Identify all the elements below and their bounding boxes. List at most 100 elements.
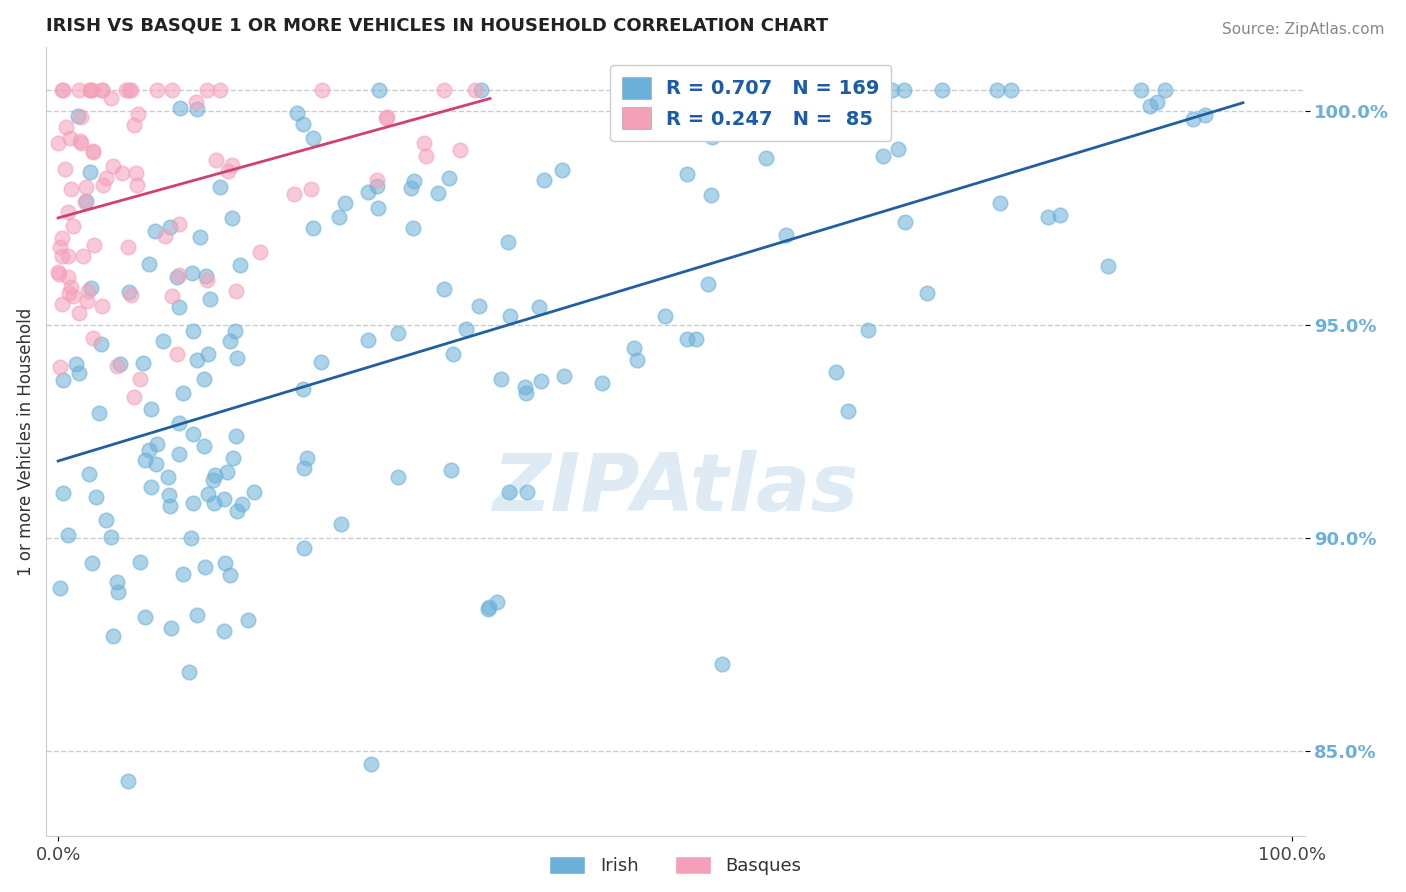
Point: [553, 369, 575, 384]
Point: [212, 624, 235, 638]
Point: [87, 406, 110, 420]
Point: [454, 322, 477, 336]
Point: [550, 163, 572, 178]
Point: [231, 497, 253, 511]
Point: [67, 83, 90, 97]
Point: [356, 333, 378, 347]
Point: [209, 83, 232, 97]
Point: [166, 347, 188, 361]
Point: [84, 490, 107, 504]
Point: [132, 356, 155, 370]
Point: [441, 347, 464, 361]
Point: [499, 310, 522, 324]
Point: [193, 372, 215, 386]
Point: [153, 229, 176, 244]
Point: [527, 300, 550, 314]
Point: [225, 429, 247, 443]
Point: [894, 215, 917, 229]
Point: [1097, 259, 1119, 273]
Point: [413, 136, 436, 151]
Point: [48, 265, 70, 279]
Point: [190, 230, 212, 244]
Point: [82, 144, 104, 158]
Point: [180, 531, 202, 545]
Point: [157, 488, 180, 502]
Point: [214, 556, 236, 570]
Point: [91, 83, 114, 97]
Point: [515, 386, 537, 401]
Point: [117, 774, 139, 789]
Point: [94, 512, 117, 526]
Point: [654, 309, 676, 323]
Point: [513, 380, 536, 394]
Point: [134, 453, 156, 467]
Text: Source: ZipAtlas.com: Source: ZipAtlas.com: [1222, 22, 1385, 37]
Point: [1049, 208, 1071, 222]
Point: [249, 245, 271, 260]
Point: [181, 324, 204, 338]
Point: [107, 359, 129, 374]
Point: [228, 259, 250, 273]
Point: [167, 217, 190, 231]
Point: [162, 83, 184, 97]
Point: [48, 267, 70, 281]
Point: [76, 285, 98, 299]
Point: [399, 181, 422, 195]
Point: [367, 202, 389, 216]
Point: [375, 111, 398, 125]
Point: [59, 131, 82, 145]
Point: [107, 585, 129, 599]
Point: [128, 555, 150, 569]
Point: [62, 289, 84, 303]
Point: [357, 185, 380, 199]
Point: [496, 235, 519, 249]
Point: [498, 484, 520, 499]
Point: [67, 306, 90, 320]
Point: [415, 149, 437, 163]
Point: [66, 109, 89, 123]
Point: [219, 568, 242, 582]
Point: [1181, 112, 1204, 126]
Point: [374, 111, 396, 125]
Point: [295, 451, 318, 466]
Point: [80, 83, 103, 97]
Point: [127, 106, 149, 120]
Point: [330, 517, 353, 532]
Point: [197, 347, 219, 361]
Point: [65, 357, 87, 371]
Point: [56, 269, 79, 284]
Point: [100, 529, 122, 543]
Point: [172, 385, 194, 400]
Point: [676, 167, 699, 181]
Point: [868, 83, 890, 97]
Point: [134, 610, 156, 624]
Point: [118, 83, 141, 97]
Point: [125, 178, 148, 192]
Point: [221, 451, 243, 466]
Point: [53, 161, 76, 176]
Point: [122, 118, 145, 132]
Point: [311, 355, 333, 369]
Point: [160, 621, 183, 635]
Point: [82, 145, 104, 160]
Point: [291, 382, 314, 396]
Text: ZIPAtlas: ZIPAtlas: [492, 450, 858, 528]
Point: [75, 194, 97, 209]
Point: [159, 219, 181, 234]
Point: [225, 504, 247, 518]
Point: [105, 575, 128, 590]
Point: [775, 228, 797, 243]
Point: [125, 166, 148, 180]
Legend: Irish, Basques: Irish, Basques: [543, 848, 808, 882]
Point: [402, 221, 425, 235]
Point: [186, 102, 208, 116]
Point: [236, 613, 259, 627]
Point: [301, 131, 323, 145]
Point: [433, 83, 456, 97]
Point: [292, 541, 315, 555]
Point: [60, 181, 83, 195]
Point: [204, 468, 226, 483]
Point: [143, 223, 166, 237]
Point: [449, 144, 471, 158]
Point: [186, 607, 208, 622]
